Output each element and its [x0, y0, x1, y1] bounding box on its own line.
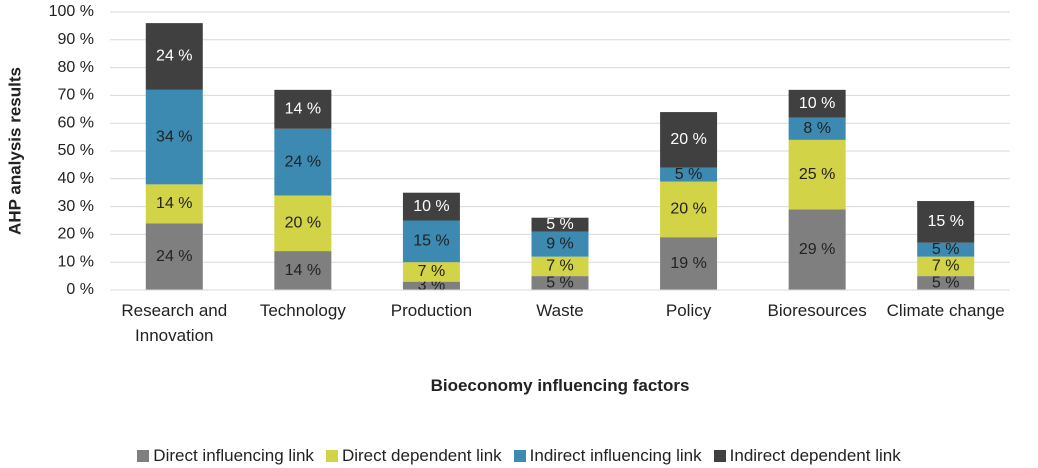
data-label: 5 %	[932, 241, 960, 258]
x-tick-label: Bioresources	[767, 301, 867, 320]
data-label: 14 %	[285, 262, 321, 279]
y-tick-label: 20 %	[58, 226, 94, 243]
x-tick-label: Production	[390, 301, 473, 320]
bar-segment	[788, 139, 846, 210]
legend-swatch	[137, 450, 150, 462]
x-tick-label: Climate change	[886, 301, 1005, 320]
bar-segment	[788, 117, 846, 140]
legend-item: Direct dependent link	[325, 446, 502, 466]
bar-segment	[531, 276, 589, 290]
bar-segment	[917, 256, 975, 277]
x-tick-label: Technology	[259, 301, 346, 320]
bar-segment	[531, 231, 589, 257]
legend-label: Indirect influencing link	[529, 446, 702, 465]
data-label: 7 %	[932, 258, 960, 275]
x-axis-title: Bioeconomy influencing factors	[430, 376, 690, 395]
data-label: 24 %	[285, 153, 321, 170]
bar-segment	[660, 167, 718, 182]
bar-segment	[145, 89, 203, 185]
legend-swatch	[325, 450, 338, 462]
bar-segment	[145, 184, 203, 224]
data-label: 7 %	[418, 263, 446, 280]
bar-segment	[788, 89, 846, 118]
bar-segment	[274, 89, 332, 129]
legend: Direct influencing link Direct dependent …	[0, 446, 1038, 466]
y-tick-label: 70 %	[58, 87, 94, 104]
data-label: 10 %	[799, 95, 835, 112]
data-label: 5 %	[675, 166, 703, 183]
data-label: 34 %	[156, 128, 192, 145]
y-tick-label: 10 %	[58, 253, 94, 270]
bar-segment	[660, 237, 718, 290]
y-tick-label: 90 %	[58, 31, 94, 48]
bar-segment	[531, 217, 589, 232]
legend-item: Indirect influencing link	[513, 446, 702, 466]
data-label: 10 %	[413, 198, 449, 215]
x-tick-label: Policy	[665, 301, 712, 320]
legend-item: Direct influencing link	[137, 446, 314, 466]
x-tick-label: Research and Innovation	[121, 301, 228, 345]
bar-segment	[145, 223, 203, 290]
y-tick-label: 50 %	[58, 142, 94, 159]
data-label: 24 %	[156, 248, 192, 265]
data-label: 5 %	[546, 274, 574, 291]
y-tick-label: 0 %	[66, 281, 94, 298]
data-label: 8 %	[803, 120, 831, 137]
data-label: 20 %	[285, 214, 321, 231]
data-label: 15 %	[927, 213, 963, 230]
bar-segment	[660, 181, 718, 238]
data-label: 24 %	[156, 48, 192, 65]
data-label: 20 %	[670, 201, 706, 218]
bar-segment	[531, 256, 589, 277]
y-tick-label: 30 %	[58, 198, 94, 215]
legend-label: Direct dependent link	[341, 446, 502, 465]
data-label: 7 %	[546, 258, 574, 275]
data-label: 15 %	[413, 233, 449, 250]
data-label: 25 %	[799, 166, 835, 183]
bar-segment	[402, 281, 460, 290]
bar-segment	[402, 192, 460, 221]
data-label: 5 %	[932, 274, 960, 291]
bar-segment	[274, 251, 332, 290]
y-tick-label: 80 %	[58, 59, 94, 76]
bar-segment	[274, 128, 332, 196]
bar-segment	[402, 262, 460, 282]
bar-segment	[917, 201, 975, 243]
bar-segment	[917, 242, 975, 257]
y-tick-label: 100 %	[49, 3, 94, 20]
data-label: 29 %	[799, 241, 835, 258]
y-axis-title: AHP analysis results	[5, 67, 24, 235]
bar-segment	[788, 209, 846, 290]
data-label: 5 %	[546, 216, 574, 233]
legend-item: Indirect dependent link	[713, 446, 901, 466]
x-tick-label: Waste	[536, 301, 584, 320]
bar-segment	[274, 195, 332, 252]
data-label: 14 %	[156, 195, 192, 212]
legend-label: Indirect dependent link	[729, 446, 901, 465]
legend-label: Direct influencing link	[153, 446, 314, 465]
bar-segment	[917, 276, 975, 290]
data-label: 14 %	[285, 101, 321, 118]
y-tick-label: 60 %	[58, 114, 94, 131]
legend-swatch	[513, 450, 526, 462]
bar-segment	[402, 220, 460, 263]
y-tick-label: 40 %	[58, 170, 94, 187]
data-label: 19 %	[670, 255, 706, 272]
data-label: 9 %	[546, 235, 574, 252]
data-label: 20 %	[670, 131, 706, 148]
bar-segment	[145, 23, 203, 90]
bar-segment	[660, 112, 718, 168]
legend-swatch	[713, 450, 726, 462]
